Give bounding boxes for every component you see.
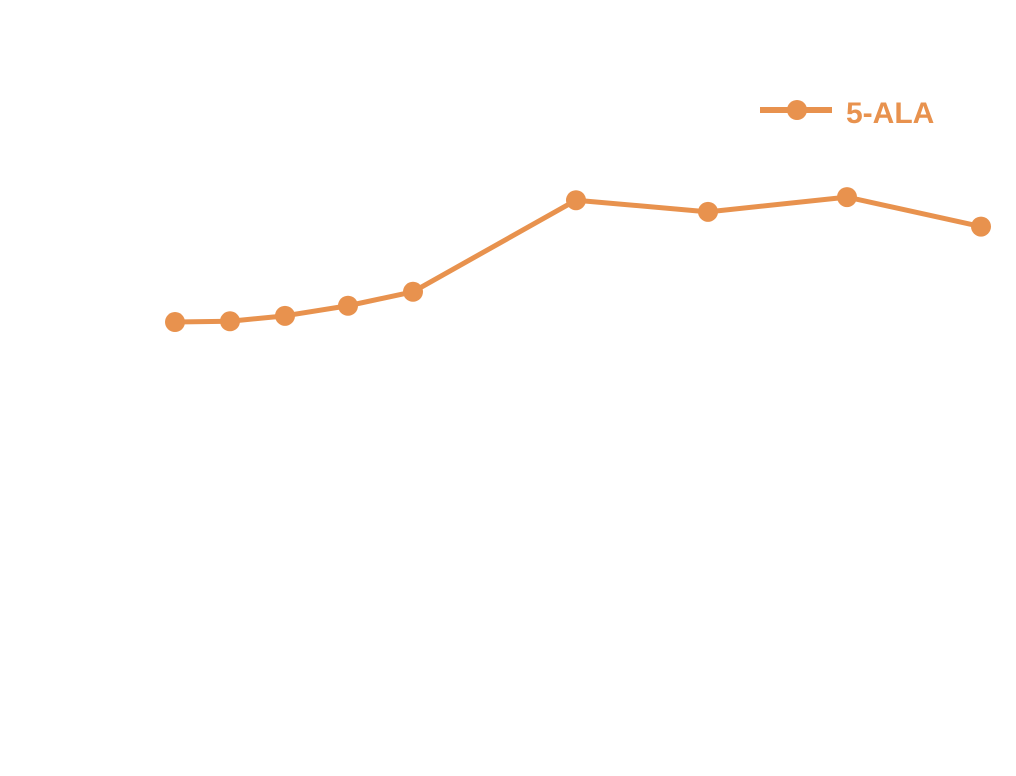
data-point	[275, 305, 295, 326]
series-line-0	[174, 194, 982, 325]
data-point	[403, 281, 423, 302]
data-point	[837, 187, 857, 208]
series-layer	[165, 187, 991, 333]
data-point	[165, 312, 185, 333]
data-point	[338, 295, 358, 316]
legend-label-5-ala: 5-ALA	[846, 97, 934, 130]
legend: 5-ALA	[760, 97, 934, 130]
data-point	[971, 216, 991, 237]
data-point	[698, 201, 718, 222]
legend-marker	[787, 100, 807, 120]
data-point	[220, 311, 240, 332]
data-point	[566, 190, 586, 211]
